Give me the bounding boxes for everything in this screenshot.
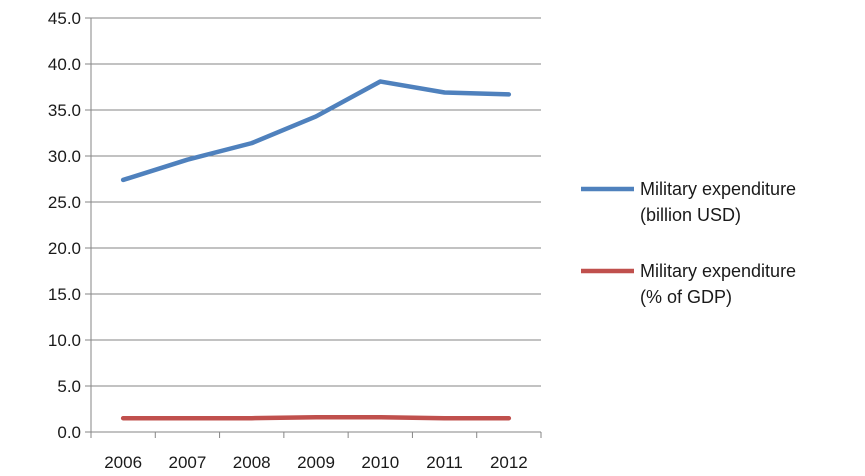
legend-label-2-line2: (% of GDP) [640, 287, 732, 307]
axes [85, 17, 542, 438]
series-line-1 [120, 79, 512, 183]
x-tick-label-2010: 2010 [361, 453, 399, 472]
y-tick-label: 15.0 [48, 285, 81, 304]
x-tick-label-2006: 2006 [104, 453, 142, 472]
y-tick-label: 35.0 [48, 101, 81, 120]
gridlines [91, 17, 541, 387]
x-axis-tick-labels: 2006 2007 2008 2009 2010 2011 2012 [104, 453, 528, 472]
y-tick-label: 30.0 [48, 147, 81, 166]
series-line-2 [120, 415, 512, 421]
x-tick-label-2009: 2009 [297, 453, 335, 472]
y-axis-tick-labels: 0.0 5.0 10.0 15.0 20.0 25.0 30.0 35.0 40.0 45.0 [48, 9, 81, 442]
legend-label-1-line1: Military expenditure [640, 179, 796, 199]
x-tick-label-2011: 2011 [426, 453, 463, 472]
legend: Military expenditure (billion USD) Militar… [581, 179, 796, 307]
x-tick-label-2008: 2008 [233, 453, 271, 472]
y-tick-label: 40.0 [48, 55, 81, 74]
legend-label-2-line1: Military expenditure [640, 261, 796, 281]
x-tick-label-2012: 2012 [490, 453, 528, 472]
y-tick-label: 10.0 [48, 331, 81, 350]
y-tick-label: 0.0 [57, 423, 81, 442]
y-tick-label: 45.0 [48, 9, 81, 28]
legend-label-1-line2: (billion USD) [640, 205, 741, 225]
y-tick-label: 5.0 [57, 377, 81, 396]
series-lines [120, 79, 512, 421]
x-tick-label-2007: 2007 [169, 453, 207, 472]
y-tick-label: 20.0 [48, 239, 81, 258]
y-tick-label: 25.0 [48, 193, 81, 212]
